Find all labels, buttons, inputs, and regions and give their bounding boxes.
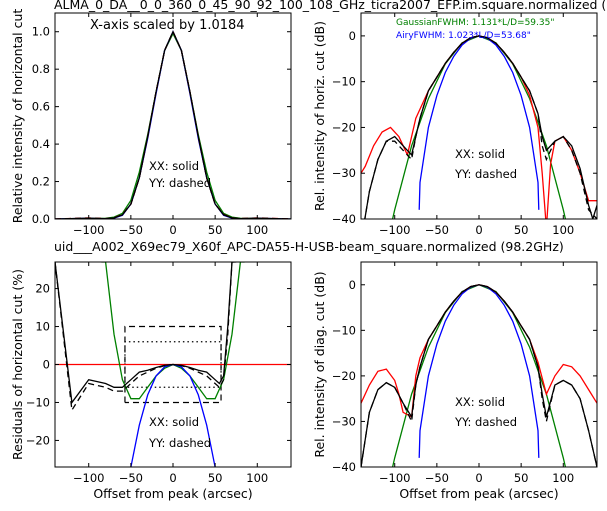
legend-solid: XX: solid (455, 147, 505, 161)
y-tick-label: −30 (332, 166, 356, 180)
x-tick-label: −100 (379, 223, 411, 237)
y-tick-label: 1.0 (32, 25, 50, 39)
plot-area (55, 30, 291, 219)
legend-solid: XX: solid (149, 159, 199, 173)
series-line-1 (418, 35, 540, 210)
plot-area (361, 284, 597, 467)
y-axis-label: Rel. intensity of diag. cut (dB) (312, 271, 327, 457)
y-tick-label: 0.2 (32, 175, 50, 189)
legend-dashed: YY: dashed (454, 415, 517, 429)
x-tick-label: 100 (552, 471, 574, 485)
y-axis-label: Residuals of horizontal cut (%) (10, 269, 25, 460)
x-tick-label: −50 (119, 223, 143, 237)
series-line-2 (55, 30, 291, 219)
x-tick-label: −100 (73, 471, 105, 485)
series-line-4 (55, 262, 237, 413)
x-axis-label: Offset from peak (arcsec) (93, 486, 252, 501)
x-axis-label: Offset from peak (arcsec) (399, 486, 558, 501)
y-tick-label: 10 (35, 320, 50, 334)
y-tick-label: 0.6 (32, 100, 50, 114)
y-tick-label: −30 (332, 414, 356, 428)
legend-dashed: YY: dashed (148, 436, 211, 450)
x-tick-label: 50 (208, 471, 223, 485)
legend-solid: XX: solid (149, 415, 199, 429)
y-tick-label: 0.0 (32, 212, 50, 226)
chart-panel-tl: −100 −50 0 50 100 0.0 0.2 0.4 0.6 0.8 1.0 Relative … (10, 9, 292, 237)
x-tick-label: 100 (246, 471, 268, 485)
legend-dashed: YY: dashed (148, 176, 211, 190)
gaussian-fwhm-note: GaussianFWHM: 1.131*L/D=59.35" (396, 18, 554, 28)
y-tick-label: 0.4 (32, 137, 50, 151)
x-tick-label: −50 (119, 471, 143, 485)
series-line-3 (55, 262, 237, 405)
x-axis-scale-note: X-axis scaled by 1.0184 (90, 18, 245, 33)
axes-frame (360, 12, 598, 220)
x-tick-label: −100 (379, 471, 411, 485)
series-line-3 (361, 284, 597, 467)
series-line-1 (55, 30, 291, 219)
x-tick-label: 100 (552, 223, 574, 237)
dataset-title: uid___A002_X69ec79_X60f_APC-DA55-H-USB-b… (54, 239, 564, 254)
x-tick-label: −50 (425, 223, 449, 237)
axes-frame (360, 261, 598, 468)
x-tick-label: 0 (475, 471, 482, 485)
figure-title: ALMA_0_DA__0_0_360_0_45_90_92_100_108_GH… (54, 0, 606, 12)
series-line-4 (55, 30, 291, 219)
series-line-3 (364, 35, 597, 219)
y-tick-label: 0 (349, 278, 356, 292)
y-tick-label: −40 (332, 460, 356, 474)
y-tick-label: −10 (26, 395, 50, 409)
y-tick-label: −10 (332, 323, 356, 337)
y-axis-label: Rel. intensity of horiz. cut (dB) (312, 21, 327, 211)
series-line-4 (361, 284, 597, 467)
y-tick-label: −20 (26, 433, 50, 447)
x-tick-label: 0 (169, 471, 176, 485)
y-tick-label: 20 (35, 282, 50, 296)
legend-dashed: YY: dashed (454, 167, 517, 181)
y-tick-label: −20 (332, 369, 356, 383)
y-tick-label: −10 (332, 75, 356, 89)
series-line-3 (55, 30, 291, 219)
y-tick-label: 0 (43, 358, 50, 372)
x-tick-label: 0 (169, 223, 176, 237)
tolerance-box-10pct (124, 325, 222, 404)
x-tick-label: 0 (475, 223, 482, 237)
x-tick-label: 50 (514, 471, 529, 485)
series-line-4 (364, 35, 597, 219)
x-tick-label: 100 (246, 223, 268, 237)
plot-area (361, 35, 597, 219)
series-line-2 (361, 35, 597, 219)
legend-solid: XX: solid (455, 395, 505, 409)
y-tick-label: 0 (349, 29, 356, 43)
series-line-0 (55, 32, 291, 219)
x-tick-label: 50 (208, 223, 223, 237)
x-tick-label: −100 (73, 223, 105, 237)
plot-area (55, 262, 291, 467)
y-tick-label: −40 (332, 212, 356, 226)
series-line-1 (101, 262, 245, 400)
y-tick-label: −20 (332, 120, 356, 134)
x-tick-label: −50 (425, 471, 449, 485)
x-tick-label: 50 (514, 223, 529, 237)
y-tick-label: 0.8 (32, 62, 50, 76)
y-axis-label: Relative intensity of horizontal cut (10, 9, 25, 224)
series-line-1 (418, 284, 540, 458)
airy-fwhm-note: AiryFWHM: 1.023*L/D=53.68" (396, 31, 531, 41)
